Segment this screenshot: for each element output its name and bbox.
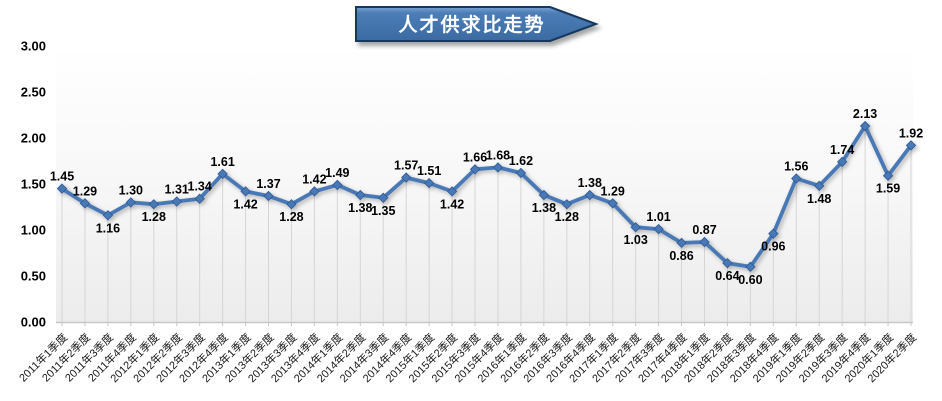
data-point-marker xyxy=(401,172,412,183)
data-label: 1.31 xyxy=(165,182,189,196)
y-tick-label: 0.50 xyxy=(21,269,46,284)
data-point-marker xyxy=(699,236,710,248)
data-label: 1.57 xyxy=(394,159,418,173)
banner-arrow-shape xyxy=(355,6,599,42)
data-label: 1.92 xyxy=(899,126,923,140)
data-label: 1.61 xyxy=(210,155,234,169)
y-tick-label: 1.50 xyxy=(21,177,46,192)
data-point-marker xyxy=(859,120,871,132)
data-label: 1.28 xyxy=(279,210,303,224)
data-point-marker xyxy=(240,186,251,197)
data-point-marker xyxy=(538,189,550,201)
chart-title-banner: 人才供求比走势 xyxy=(354,4,604,52)
data-point-marker xyxy=(469,164,481,175)
data-point-marker xyxy=(791,173,802,184)
data-point-marker xyxy=(423,177,435,189)
data-point-marker xyxy=(676,237,687,249)
data-point-marker xyxy=(79,198,91,209)
data-label: 1.48 xyxy=(807,192,831,206)
data-point-marker xyxy=(882,170,894,181)
chart-title: 人才供求比走势 xyxy=(398,13,545,36)
data-point-marker xyxy=(446,186,458,197)
data-point-marker xyxy=(378,192,389,203)
data-point-marker xyxy=(561,199,572,210)
y-tick-label: 1.00 xyxy=(21,223,46,238)
data-label: 1.62 xyxy=(509,154,533,168)
data-point-marker xyxy=(125,197,137,208)
data-label: 1.16 xyxy=(96,221,120,235)
data-point-marker xyxy=(286,199,297,210)
data-point-marker xyxy=(722,257,733,269)
data-point-marker xyxy=(332,179,343,191)
data-label: 0.96 xyxy=(761,240,785,254)
data-label: 1.03 xyxy=(623,233,647,247)
data-point-marker xyxy=(653,223,664,235)
data-label: 1.38 xyxy=(348,201,372,215)
data-label: 1.49 xyxy=(325,166,349,180)
data-point-marker xyxy=(148,199,159,210)
y-tick-label: 2.00 xyxy=(21,131,46,146)
data-point-marker xyxy=(217,168,228,180)
data-label: 1.30 xyxy=(119,183,143,197)
data-label: 1.38 xyxy=(578,176,602,190)
data-label: 1.37 xyxy=(256,177,280,191)
data-label: 0.86 xyxy=(669,249,693,263)
data-label: 1.59 xyxy=(876,182,900,196)
data-point-marker xyxy=(836,156,848,168)
data-point-marker xyxy=(102,210,114,221)
series-line xyxy=(60,124,913,269)
y-tick-label: 2.50 xyxy=(21,85,46,100)
data-point-marker xyxy=(355,189,366,201)
data-label: 1.42 xyxy=(302,172,326,186)
data-label: 1.35 xyxy=(371,204,395,218)
data-label: 1.66 xyxy=(463,150,487,164)
data-label: 1.51 xyxy=(417,164,441,178)
data-point-marker xyxy=(492,162,504,173)
data-point-marker xyxy=(584,189,595,201)
data-label: 1.01 xyxy=(646,210,670,224)
data-label: 1.56 xyxy=(784,159,808,173)
data-label: 1.29 xyxy=(73,184,97,198)
data-label: 1.38 xyxy=(532,201,556,215)
data-label: 0.87 xyxy=(692,223,716,237)
data-point-marker xyxy=(194,193,205,204)
data-label: 1.34 xyxy=(188,180,212,194)
data-label: 1.68 xyxy=(486,148,510,162)
data-point-marker xyxy=(745,261,756,272)
data-point-marker xyxy=(630,222,641,233)
data-point-marker xyxy=(607,198,618,209)
data-point-marker xyxy=(263,190,274,202)
data-point-marker xyxy=(515,167,527,179)
y-tick-label: 0.00 xyxy=(21,315,46,330)
banner-graphic: 人才供求比走势 xyxy=(355,6,599,42)
data-label: 1.74 xyxy=(830,143,854,157)
data-label: 1.28 xyxy=(142,210,166,224)
plot-area xyxy=(56,46,913,322)
data-label: 1.42 xyxy=(233,197,257,211)
data-point-marker xyxy=(814,180,825,192)
data-label: 0.64 xyxy=(715,269,739,283)
data-point-marker xyxy=(171,196,182,207)
data-point-marker xyxy=(309,186,320,197)
data-label: 1.28 xyxy=(555,210,579,224)
data-label: 0.60 xyxy=(738,273,762,287)
series-group xyxy=(56,120,917,272)
data-point-marker xyxy=(768,228,779,239)
data-point-marker xyxy=(905,140,917,151)
data-label: 1.42 xyxy=(440,197,464,211)
data-label: 1.45 xyxy=(50,170,74,184)
data-label: 2.13 xyxy=(853,107,877,121)
y-tick-label: 3.00 xyxy=(21,39,46,54)
data-label: 1.29 xyxy=(601,184,625,198)
data-point-marker xyxy=(56,183,68,194)
